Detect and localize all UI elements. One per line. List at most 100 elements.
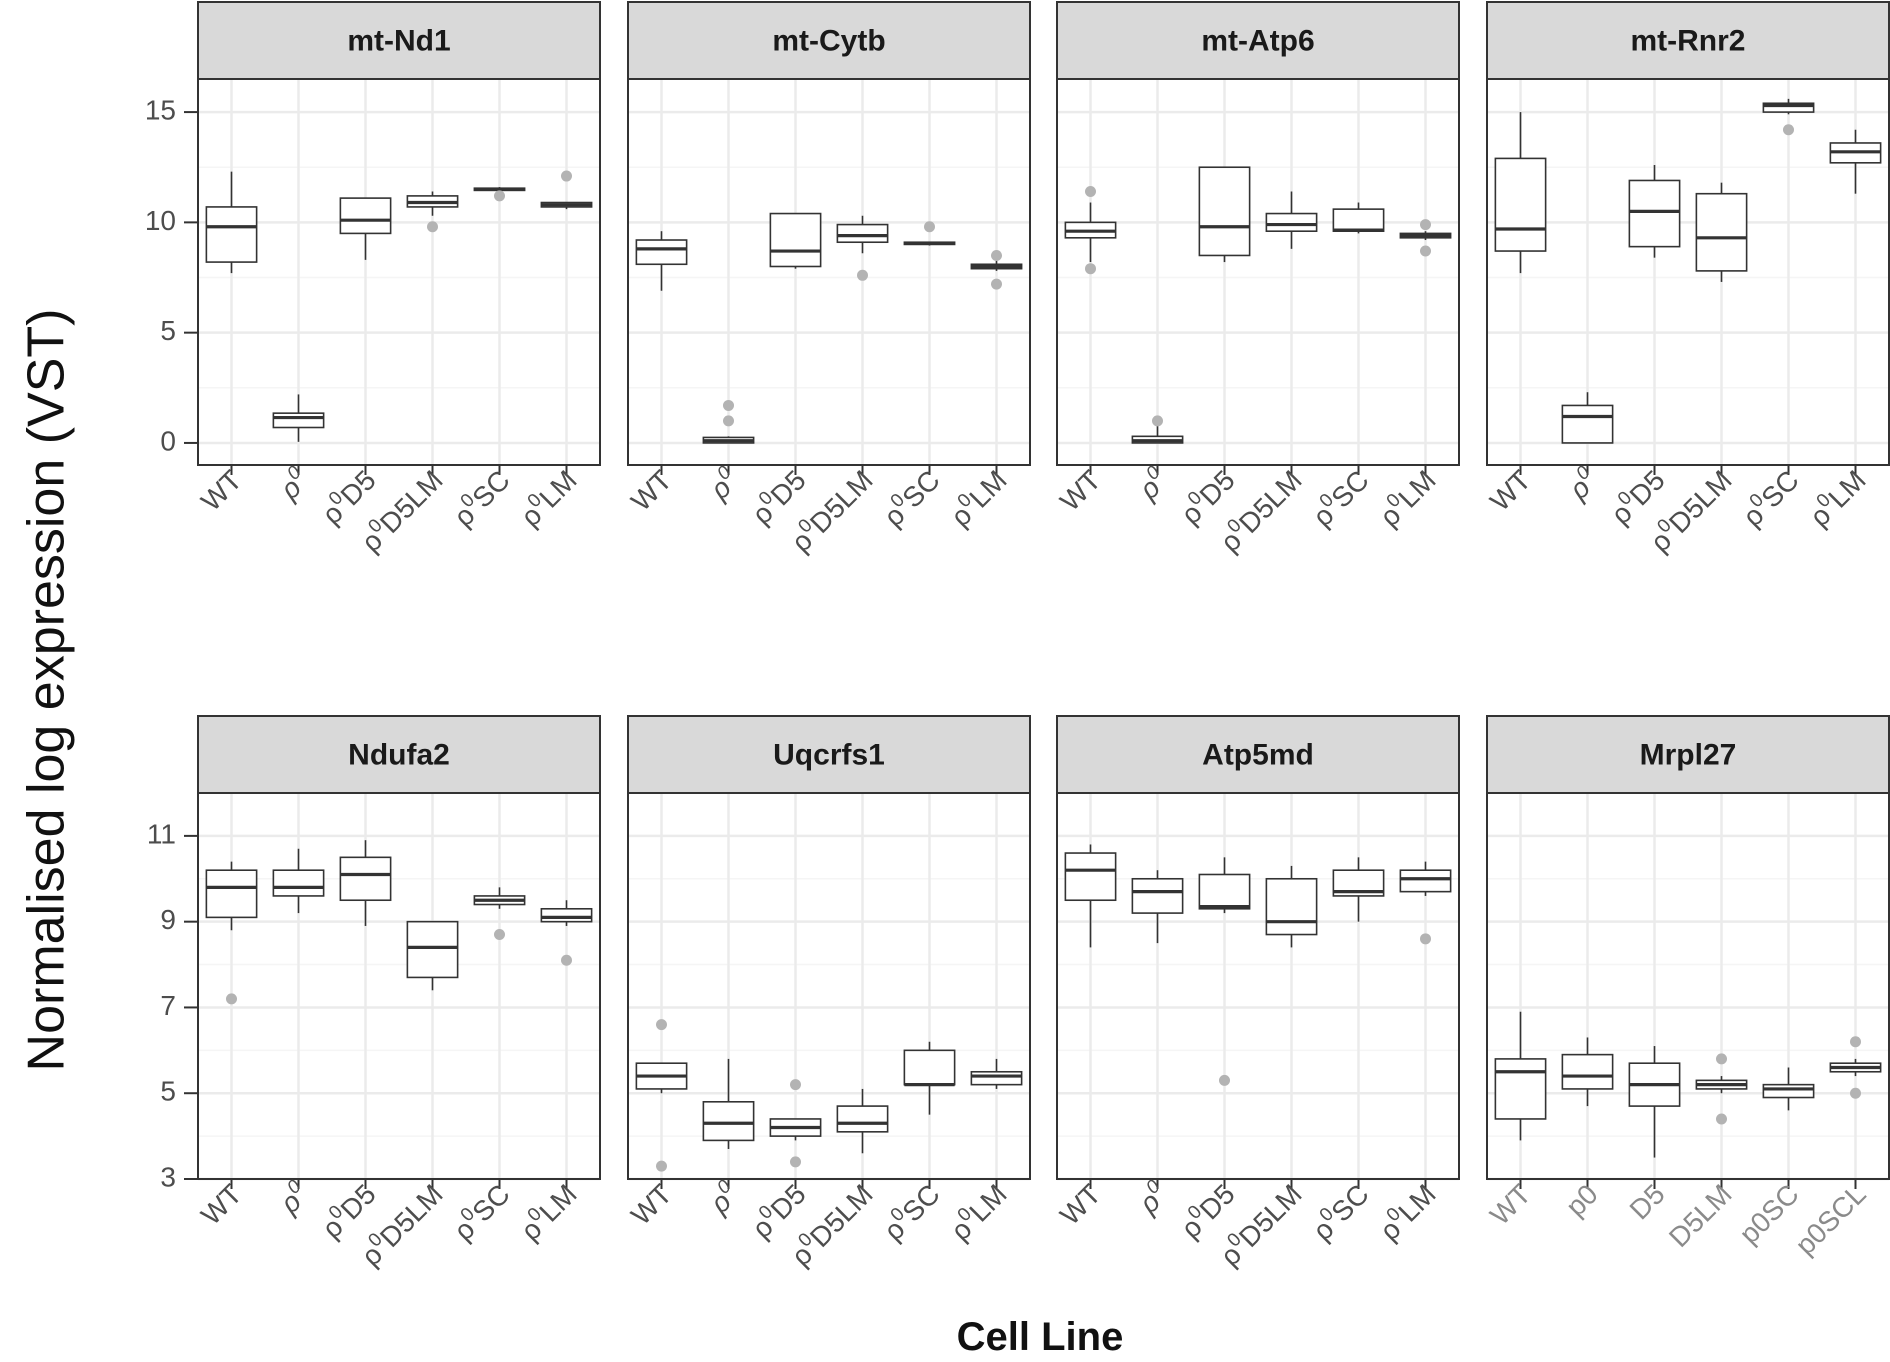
x-tick-label-base: WT — [1054, 1178, 1107, 1231]
x-tick-label-suffix: D5LM — [1233, 1178, 1308, 1253]
box-iqr — [205, 869, 258, 919]
facet-strip-title: mt-Atp6 — [1201, 24, 1314, 57]
facet-strip-title: mt-Nd1 — [347, 24, 450, 57]
outlier-point — [991, 249, 1002, 261]
box-5 — [1829, 129, 1882, 194]
box-iqr — [1265, 877, 1318, 936]
box-2 — [1198, 166, 1251, 263]
panel-background — [1057, 793, 1459, 1179]
panel-background — [628, 793, 1030, 1179]
panel-border — [197, 792, 601, 1180]
box-5 — [1829, 1036, 1882, 1099]
box-3 — [1695, 182, 1748, 282]
outlier-point — [561, 954, 572, 966]
outlier-point — [656, 1160, 667, 1172]
x-tick-label: ρ0SC — [445, 1176, 515, 1246]
y-tick-label: 0 — [160, 425, 176, 456]
box-iqr — [406, 920, 459, 979]
x-tick-label: ρ0SC — [1304, 1176, 1374, 1246]
outlier-point — [561, 170, 572, 182]
box-4 — [1332, 202, 1385, 234]
panel-background — [198, 79, 600, 465]
outlier-point — [1420, 933, 1431, 945]
y-tick-label: 10 — [145, 205, 176, 236]
x-tick-label: p0 — [1560, 1178, 1604, 1222]
x-tick-label-base: p0 — [1560, 1178, 1604, 1222]
outlier-point — [494, 190, 505, 202]
box-iqr — [836, 223, 889, 244]
x-axis-title: Cell Line — [957, 1315, 1124, 1359]
box-1 — [1561, 392, 1614, 444]
x-tick-label-base: D5LM — [1663, 1178, 1738, 1253]
box-3 — [1265, 865, 1318, 948]
outlier-point — [723, 415, 734, 427]
x-tick-label: ρ0SC — [875, 462, 945, 532]
box-iqr — [702, 1101, 755, 1142]
box-1 — [1131, 415, 1184, 444]
box-iqr — [1265, 212, 1318, 232]
y-tick-label: 7 — [160, 990, 176, 1021]
box-1 — [272, 848, 325, 914]
x-tick-label: WT — [195, 464, 248, 517]
outlier-point — [723, 399, 734, 411]
outlier-point — [1219, 1074, 1230, 1086]
x-tick-label-base: WT — [195, 464, 248, 517]
x-tick-label: WT — [625, 1178, 678, 1231]
box-4 — [473, 887, 526, 941]
box-iqr — [339, 197, 392, 235]
facet-strip — [1056, 715, 1460, 794]
box-4 — [1762, 1067, 1815, 1111]
box-0 — [1064, 844, 1117, 948]
box-iqr — [1332, 208, 1385, 232]
y-tick-label: 15 — [145, 94, 176, 125]
x-tick-label: ρ0 — [271, 1176, 315, 1220]
outlier-point — [1716, 1113, 1727, 1125]
box-iqr — [1131, 877, 1184, 914]
box-0 — [1064, 185, 1117, 275]
box-2 — [1628, 165, 1681, 258]
y-tick-label: 11 — [147, 818, 176, 849]
box-iqr — [970, 1070, 1023, 1086]
box-5 — [540, 900, 593, 966]
x-tick-label: ρ0LM — [512, 1176, 582, 1246]
y-axis-title: Normalised log expression (VST) — [18, 309, 76, 1072]
x-tick-label-suffix: D5LM — [374, 464, 449, 539]
x-tick-label-base: D5 — [1624, 1178, 1671, 1225]
box-iqr — [1494, 157, 1547, 252]
panel-background — [1487, 793, 1889, 1179]
facet-strip — [197, 1, 601, 80]
facet-strip-title: Atp5md — [1202, 738, 1314, 771]
box-5 — [540, 170, 593, 210]
outlier-point — [1085, 263, 1096, 275]
outlier-point — [790, 1156, 801, 1168]
box-iqr — [339, 856, 392, 902]
outlier-point — [1420, 245, 1431, 257]
box-5 — [970, 1058, 1023, 1089]
panel-border — [197, 78, 601, 466]
box-4 — [903, 1041, 956, 1115]
box-0 — [635, 1019, 688, 1172]
x-tick-label-base: WT — [195, 1178, 248, 1231]
x-tick-label: ρ0LM — [1371, 462, 1441, 532]
box-4 — [903, 221, 956, 246]
x-tick-label: ρ0 — [1130, 1176, 1174, 1220]
x-tick-label: WT — [625, 464, 678, 517]
x-tick-label: D5 — [1624, 1178, 1671, 1225]
box-iqr — [1198, 873, 1251, 910]
box-1 — [1561, 1037, 1614, 1107]
x-tick-label: ρ0 — [701, 1176, 745, 1220]
x-tick-label: ρ0LM — [1371, 1176, 1441, 1246]
facet-strip-title: mt-Rnr2 — [1630, 24, 1745, 57]
x-tick-label-suffix: D5LM — [804, 1178, 879, 1253]
facet-strip — [627, 715, 1031, 794]
x-tick-label-base: WT — [1054, 464, 1107, 517]
x-tick-label: WT — [1484, 464, 1537, 517]
box-4 — [1762, 98, 1815, 136]
x-tick-label-base: p0SCL — [1789, 1178, 1871, 1260]
x-tick-label: p0SCL — [1789, 1178, 1871, 1260]
box-iqr — [1494, 1058, 1547, 1120]
box-5 — [970, 249, 1023, 290]
